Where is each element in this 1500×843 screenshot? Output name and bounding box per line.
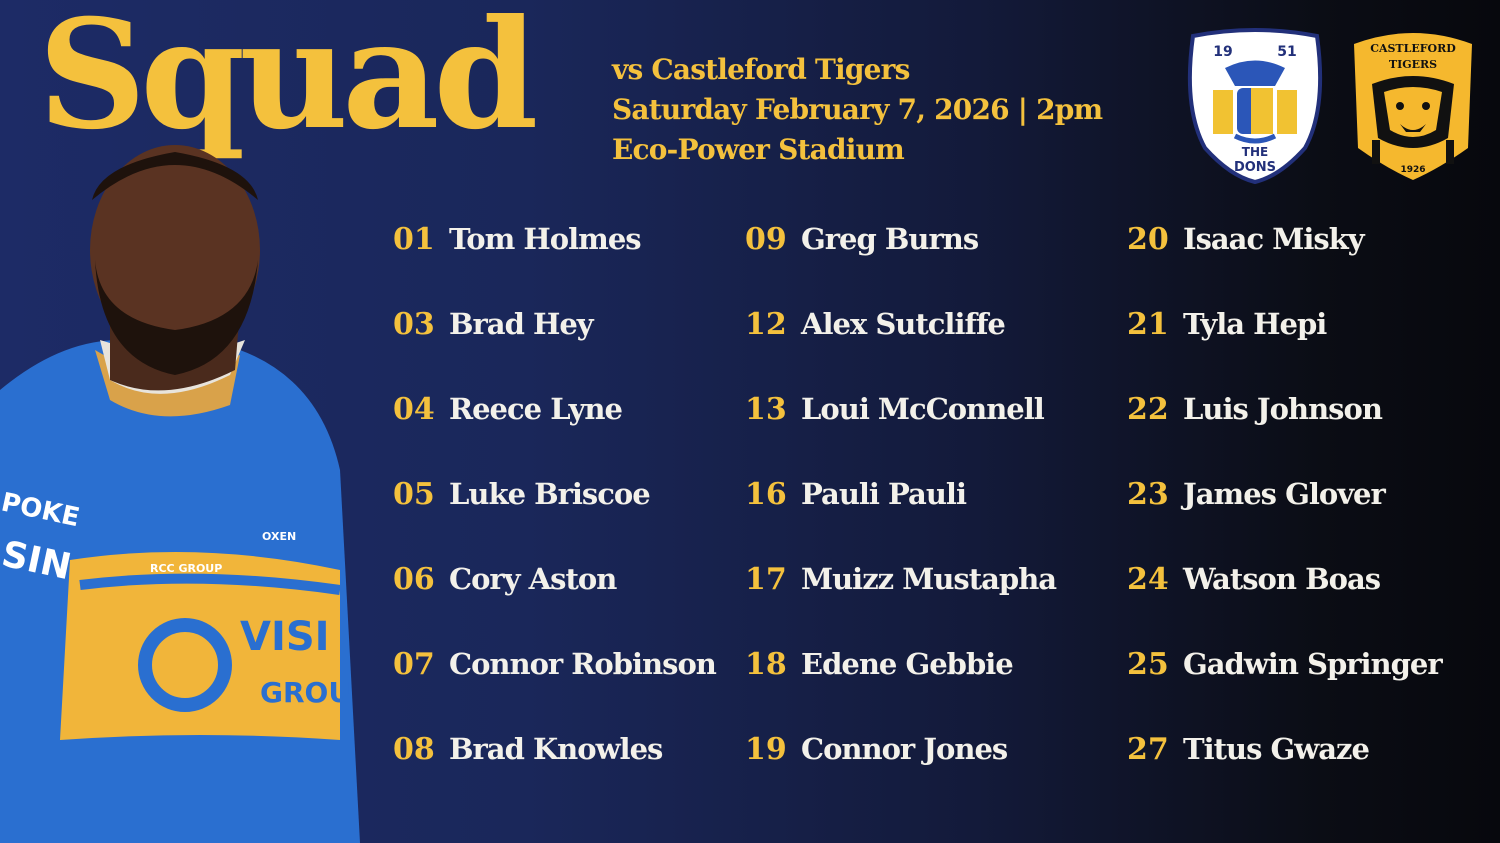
player-number: 27 [1127, 732, 1169, 767]
player-name: Connor Jones [801, 732, 1008, 766]
player-name: Loui McConnell [801, 392, 1045, 426]
player-number: 23 [1127, 477, 1169, 512]
squad-player: 01 Tom Holmes [393, 222, 642, 257]
svg-text:RCC GROUP: RCC GROUP [150, 562, 222, 575]
player-name: Cory Aston [449, 562, 617, 596]
castleford-tigers-logo: CASTLEFORD TIGERS 1926 [1354, 33, 1472, 180]
player-name: Tom Holmes [449, 222, 642, 256]
squad-player: 18 Edene Gebbie [745, 647, 1014, 682]
player-number: 06 [393, 562, 435, 597]
player-name: Edene Gebbie [801, 647, 1014, 681]
player-number: 03 [393, 307, 435, 342]
player-name: Muizz Mustapha [801, 562, 1057, 596]
svg-text:TIGERS: TIGERS [1389, 58, 1437, 71]
squad-player: 05 Luke Briscoe [393, 477, 651, 512]
player-name: Reece Lyne [449, 392, 623, 426]
player-name: Isaac Misky [1183, 222, 1365, 256]
player-number: 13 [745, 392, 787, 427]
player-number: 25 [1127, 647, 1169, 682]
player-name: Luis Johnson [1183, 392, 1383, 426]
opponent-line: vs Castleford Tigers [612, 53, 910, 86]
page-title: Squad [38, 0, 538, 163]
squad-player: 16 Pauli Pauli [745, 477, 967, 512]
squad-player: 07 Connor Robinson [393, 647, 717, 682]
squad-player: 08 Brad Knowles [393, 732, 663, 767]
player-name: Brad Hey [449, 307, 594, 341]
svg-text:OXEN: OXEN [262, 530, 296, 543]
squad-player: 21 Tyla Hepi [1127, 307, 1327, 342]
svg-text:DONS: DONS [1234, 160, 1276, 175]
player-name: Connor Robinson [449, 647, 717, 681]
player-number: 20 [1127, 222, 1169, 257]
player-number: 16 [745, 477, 787, 512]
the-dons-crest-logo: 19 51 THE DONS [1187, 28, 1323, 184]
player-name: James Glover [1183, 477, 1386, 511]
svg-text:51: 51 [1277, 44, 1296, 60]
squad-player: 22 Luis Johnson [1127, 392, 1383, 427]
squad-player: 03 Brad Hey [393, 307, 594, 342]
player-name: Watson Boas [1183, 562, 1381, 596]
squad-player: 27 Titus Gwaze [1127, 732, 1370, 767]
player-number: 09 [745, 222, 787, 257]
squad-player: 24 Watson Boas [1127, 562, 1381, 597]
svg-text:1926: 1926 [1400, 165, 1425, 175]
player-name: Alex Sutcliffe [801, 307, 1006, 341]
player-name: Brad Knowles [449, 732, 663, 766]
svg-text:VISI: VISI [240, 614, 330, 660]
player-name: Pauli Pauli [801, 477, 967, 511]
player-name: Luke Briscoe [449, 477, 651, 511]
player-number: 05 [393, 477, 435, 512]
player-number: 21 [1127, 307, 1169, 342]
squad-player: 20 Isaac Misky [1127, 222, 1365, 257]
player-number: 17 [745, 562, 787, 597]
player-name: Gadwin Springer [1183, 647, 1443, 681]
player-name: Titus Gwaze [1183, 732, 1370, 766]
squad-player: 09 Greg Burns [745, 222, 979, 257]
squad-player: 04 Reece Lyne [393, 392, 623, 427]
fixture-info: vs Castleford Tigers Saturday February 7… [612, 50, 1103, 170]
squad-player: 13 Loui McConnell [745, 392, 1045, 427]
svg-text:THE: THE [1242, 145, 1268, 159]
player-number: 01 [393, 222, 435, 257]
player-number: 08 [393, 732, 435, 767]
svg-text:GROU: GROU [260, 676, 351, 709]
squad-player: 25 Gadwin Springer [1127, 647, 1443, 682]
player-photo: POKE SIN RCC GROUP OXEN VISI GROU [0, 145, 360, 843]
player-number: 12 [745, 307, 787, 342]
player-number: 18 [745, 647, 787, 682]
squad-player: 06 Cory Aston [393, 562, 617, 597]
squad-player: 12 Alex Sutcliffe [745, 307, 1006, 342]
date-line: Saturday February 7, 2026 | 2pm [612, 93, 1103, 126]
squad-player: 19 Connor Jones [745, 732, 1008, 767]
squad-player: 23 James Glover [1127, 477, 1386, 512]
player-number: 24 [1127, 562, 1169, 597]
player-number: 19 [745, 732, 787, 767]
player-number: 04 [393, 392, 435, 427]
squad-player: 17 Muizz Mustapha [745, 562, 1057, 597]
player-number: 22 [1127, 392, 1169, 427]
svg-text:19: 19 [1213, 44, 1232, 60]
player-name: Greg Burns [801, 222, 979, 256]
player-name: Tyla Hepi [1183, 307, 1327, 341]
svg-text:CASTLEFORD: CASTLEFORD [1370, 42, 1456, 55]
venue-line: Eco-Power Stadium [612, 133, 905, 166]
player-number: 07 [393, 647, 435, 682]
